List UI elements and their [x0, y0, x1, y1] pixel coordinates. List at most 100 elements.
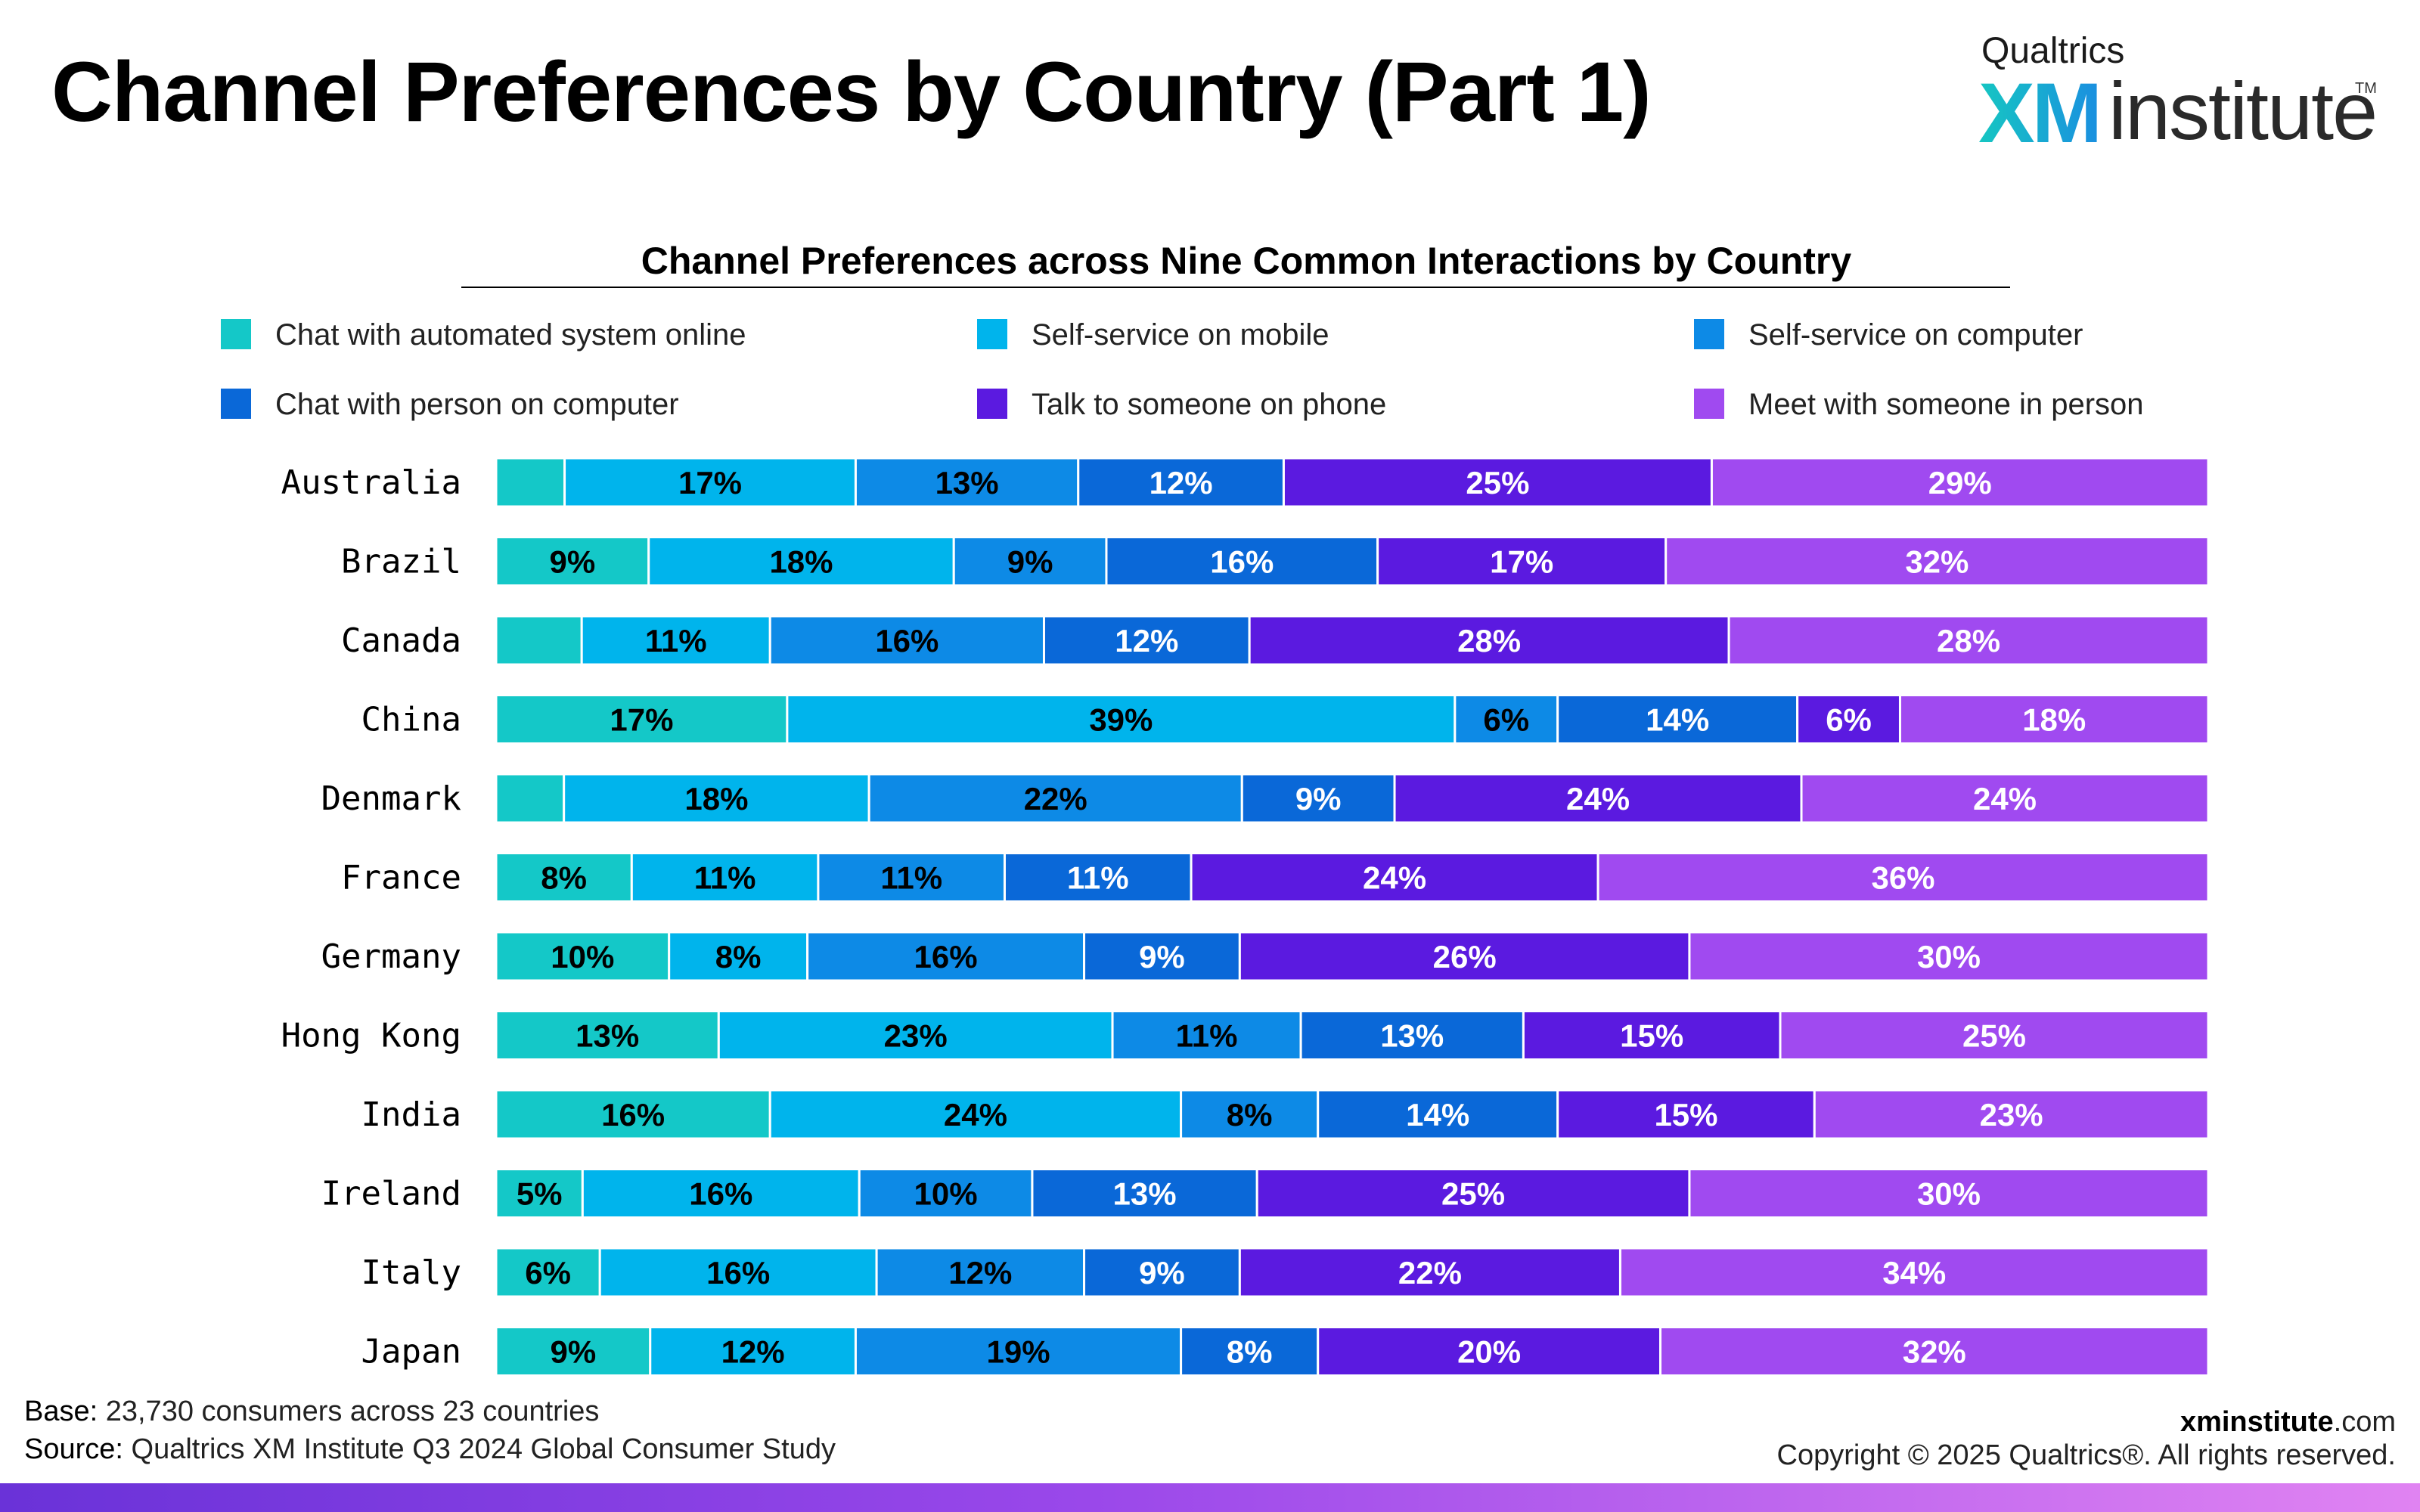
bar-value-label: 36%: [1871, 860, 1934, 896]
bar-value-label: 9%: [1139, 1255, 1185, 1290]
bar-value-label: 18%: [2022, 702, 2086, 738]
country-label: Brazil: [341, 543, 461, 581]
bar-value-label: 9%: [1139, 939, 1185, 974]
bar-segment: [495, 852, 633, 903]
country-label: Australia: [281, 463, 461, 502]
country-label: Ireland: [321, 1175, 461, 1213]
country-label: France: [341, 859, 461, 897]
legend-swatch: [1694, 319, 1724, 349]
bar-value-label: 8%: [1227, 1334, 1273, 1370]
bar-segment: [1813, 1089, 2210, 1140]
bar-value-label: 16%: [601, 1097, 665, 1132]
bar-value-label: 18%: [684, 781, 748, 816]
bar-segment: [806, 931, 1086, 982]
footer-base: Base: 23,730 consumers across 23 countri…: [24, 1396, 599, 1428]
country-label: Canada: [341, 621, 461, 660]
bar-value-label: 24%: [944, 1097, 1007, 1132]
bar-value-label: 24%: [1973, 781, 2037, 816]
bar-value-label: 12%: [721, 1334, 785, 1370]
bar-value-label: 25%: [1441, 1176, 1505, 1212]
bar-segment: [867, 773, 1243, 824]
bar-value-label: 25%: [1962, 1018, 2026, 1054]
bar-segment: [1596, 852, 2210, 903]
country-label: Hong Kong: [281, 1017, 461, 1055]
bar-segment: [817, 852, 1006, 903]
bar-value-label: 29%: [1928, 465, 1992, 500]
bar-segment: [875, 1247, 1086, 1298]
bar-segment: [1710, 457, 2210, 508]
legend-swatch: [1694, 389, 1724, 419]
bar-value-label: 13%: [576, 1018, 639, 1054]
legend-swatch: [977, 389, 1007, 419]
bar-segment: [649, 1326, 857, 1377]
bar-value-label: 23%: [1980, 1097, 2043, 1132]
bar-segment: [768, 1089, 1183, 1140]
bar-value-label: 9%: [550, 544, 596, 580]
bar-segment: [630, 852, 820, 903]
bar-value-label: 16%: [914, 939, 978, 974]
bar-segment: [1688, 931, 2210, 982]
bar-segment: [495, 457, 566, 508]
bar-segment: [1796, 694, 1901, 745]
bar-segment: [1238, 931, 1691, 982]
legend-label: Talk to someone on phone: [1032, 388, 1386, 421]
bar-value-label: 13%: [935, 465, 999, 500]
bar-value-label: 19%: [986, 1334, 1050, 1370]
bar-segment: [1556, 1089, 1816, 1140]
bar-value-label: 9%: [551, 1334, 597, 1370]
legend-swatch: [221, 319, 251, 349]
bar-value-label: 30%: [1917, 1176, 1981, 1212]
bar-segment: [1898, 694, 2210, 745]
bar-segment: [1618, 1247, 2210, 1298]
bar-value-label: 12%: [1115, 623, 1178, 658]
bar-segment: [1077, 457, 1285, 508]
bar-value-label: 8%: [1227, 1097, 1273, 1132]
bar-value-label: 5%: [517, 1176, 563, 1212]
bar-value-label: 20%: [1457, 1334, 1521, 1370]
footer-site: xminstitute.com: [2180, 1406, 2396, 1439]
bar-segment: [1800, 773, 2210, 824]
bar-value-label: 30%: [1917, 939, 1981, 974]
bar-segment: [1240, 773, 1396, 824]
bar-segment: [1282, 457, 1713, 508]
bar-value-label: 11%: [1176, 1018, 1238, 1054]
bar-value-label: 13%: [1380, 1018, 1444, 1054]
bar-segment: [1779, 1010, 2210, 1061]
bar-value-label: 9%: [1295, 781, 1342, 816]
bar-value-label: 6%: [1483, 702, 1529, 738]
bar-value-label: 13%: [1113, 1176, 1177, 1212]
logo-institute-text: institute: [2108, 65, 2378, 156]
bar-segment: [1255, 1168, 1691, 1219]
footer-site-rest: .com: [2333, 1406, 2396, 1438]
bar-value-label: 28%: [1457, 623, 1521, 658]
bar-value-label: 6%: [525, 1255, 571, 1290]
bar-value-label: 11%: [645, 623, 707, 658]
bar-value-label: 12%: [1150, 465, 1213, 500]
bar-value-label: 34%: [1882, 1255, 1946, 1290]
bar-value-label: 22%: [1024, 781, 1087, 816]
bottom-gradient-bar: [0, 1483, 2420, 1512]
legend-label: Meet with someone in person: [1748, 388, 2144, 421]
bar-value-label: 32%: [1903, 1334, 1966, 1370]
bar-value-label: 17%: [1490, 544, 1553, 580]
bar-value-label: 24%: [1566, 781, 1630, 816]
bar-value-label: 39%: [1089, 702, 1153, 738]
bar-segment: [1376, 536, 1668, 587]
page-title: Channel Preferences by Country (Part 1): [51, 45, 1651, 139]
stacked-bar-chart: Channel Preferences across Nine Common I…: [221, 240, 2210, 1377]
bar-value-label: 8%: [541, 860, 587, 896]
bar-segment: [495, 931, 671, 982]
bar-value-label: 14%: [1406, 1097, 1469, 1132]
country-label: India: [361, 1095, 461, 1134]
bar-value-label: 8%: [715, 939, 762, 974]
bar-value-label: 11%: [1067, 860, 1129, 896]
bar-value-label: 11%: [694, 860, 756, 896]
bar-segment: [854, 457, 1080, 508]
bar-value-label: 18%: [769, 544, 833, 580]
footer-source-text: Qualtrics XM Institute Q3 2024 Global Co…: [131, 1433, 836, 1465]
bar-segment: [495, 773, 566, 824]
logo-xm-text: XM: [1978, 66, 2102, 160]
bar-value-label: 6%: [1826, 702, 1872, 738]
bar-segment: [1248, 615, 1730, 666]
bar-segment: [1393, 773, 1803, 824]
